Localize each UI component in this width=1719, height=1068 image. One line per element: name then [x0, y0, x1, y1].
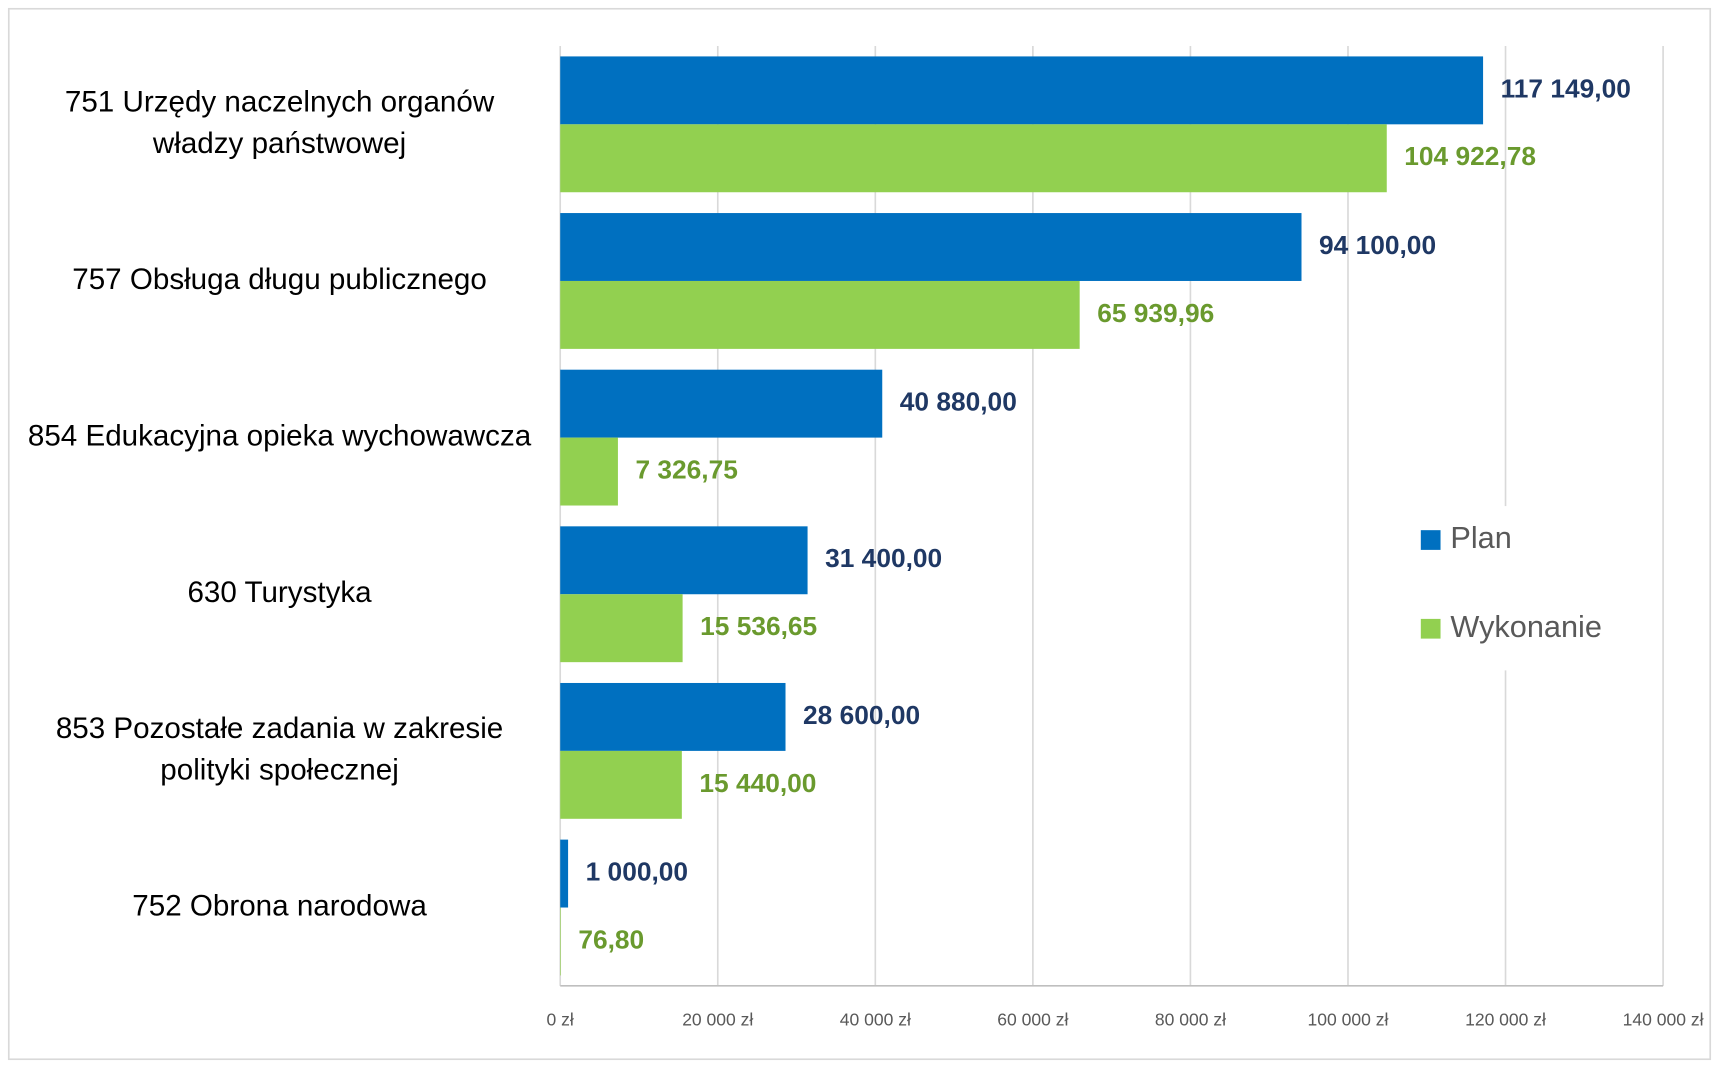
value-label: 28 600,00	[803, 700, 920, 730]
category-label: 854 Edukacyjna opieka wychowawcza	[28, 419, 532, 452]
bar	[560, 750, 682, 819]
bar	[560, 682, 786, 751]
x-tick-label: 120 000 zł	[1465, 1009, 1546, 1029]
value-label: 15 440,00	[699, 768, 816, 798]
category-label: 751 Urzędy naczelnych organów władzy pańs…	[65, 85, 495, 160]
bar	[560, 369, 883, 438]
x-tick-label: 20 000 zł	[682, 1009, 753, 1029]
legend-swatch	[1420, 618, 1441, 639]
bar	[560, 124, 1387, 193]
value-label: 76,80	[578, 924, 644, 954]
bar	[560, 839, 569, 908]
value-label: 40 880,00	[900, 387, 1017, 417]
value-label: 65 939,96	[1097, 298, 1214, 328]
bar	[560, 56, 1484, 125]
bar	[560, 526, 808, 595]
value-label: 104 922,78	[1404, 141, 1536, 171]
bar	[560, 280, 1080, 349]
x-tick-label: 100 000 zł	[1308, 1009, 1389, 1029]
category-label: 853 Pozostałe zadania w zakresie polityki…	[56, 712, 503, 787]
x-tick-label: 140 000 zł	[1623, 1009, 1704, 1029]
category-label: 630 Turystyka	[187, 576, 372, 609]
legend-label: Plan	[1450, 520, 1511, 555]
value-label: 31 400,00	[825, 543, 942, 573]
category-label: 757 Obsługa długu publicznego	[72, 263, 487, 296]
value-label: 7 326,75	[635, 455, 737, 485]
legend-label: Wykonanie	[1450, 609, 1602, 644]
value-label: 117 149,00	[1501, 73, 1631, 103]
value-label: 15 536,65	[700, 611, 817, 641]
x-tick-label: 0 zł	[547, 1009, 574, 1029]
value-label: 1 000,00	[586, 857, 688, 887]
bar	[560, 907, 561, 976]
value-label: 94 100,00	[1319, 230, 1436, 260]
bar	[560, 594, 683, 663]
x-tick-label: 60 000 zł	[997, 1009, 1068, 1029]
x-tick-label: 80 000 zł	[1155, 1009, 1226, 1029]
bar	[560, 437, 618, 506]
bar	[560, 213, 1302, 281]
x-tick-label: 40 000 zł	[840, 1009, 911, 1029]
legend-background	[1408, 506, 1650, 671]
legend-swatch	[1420, 530, 1441, 550]
category-label: 752 Obrona narodowa	[132, 889, 427, 922]
